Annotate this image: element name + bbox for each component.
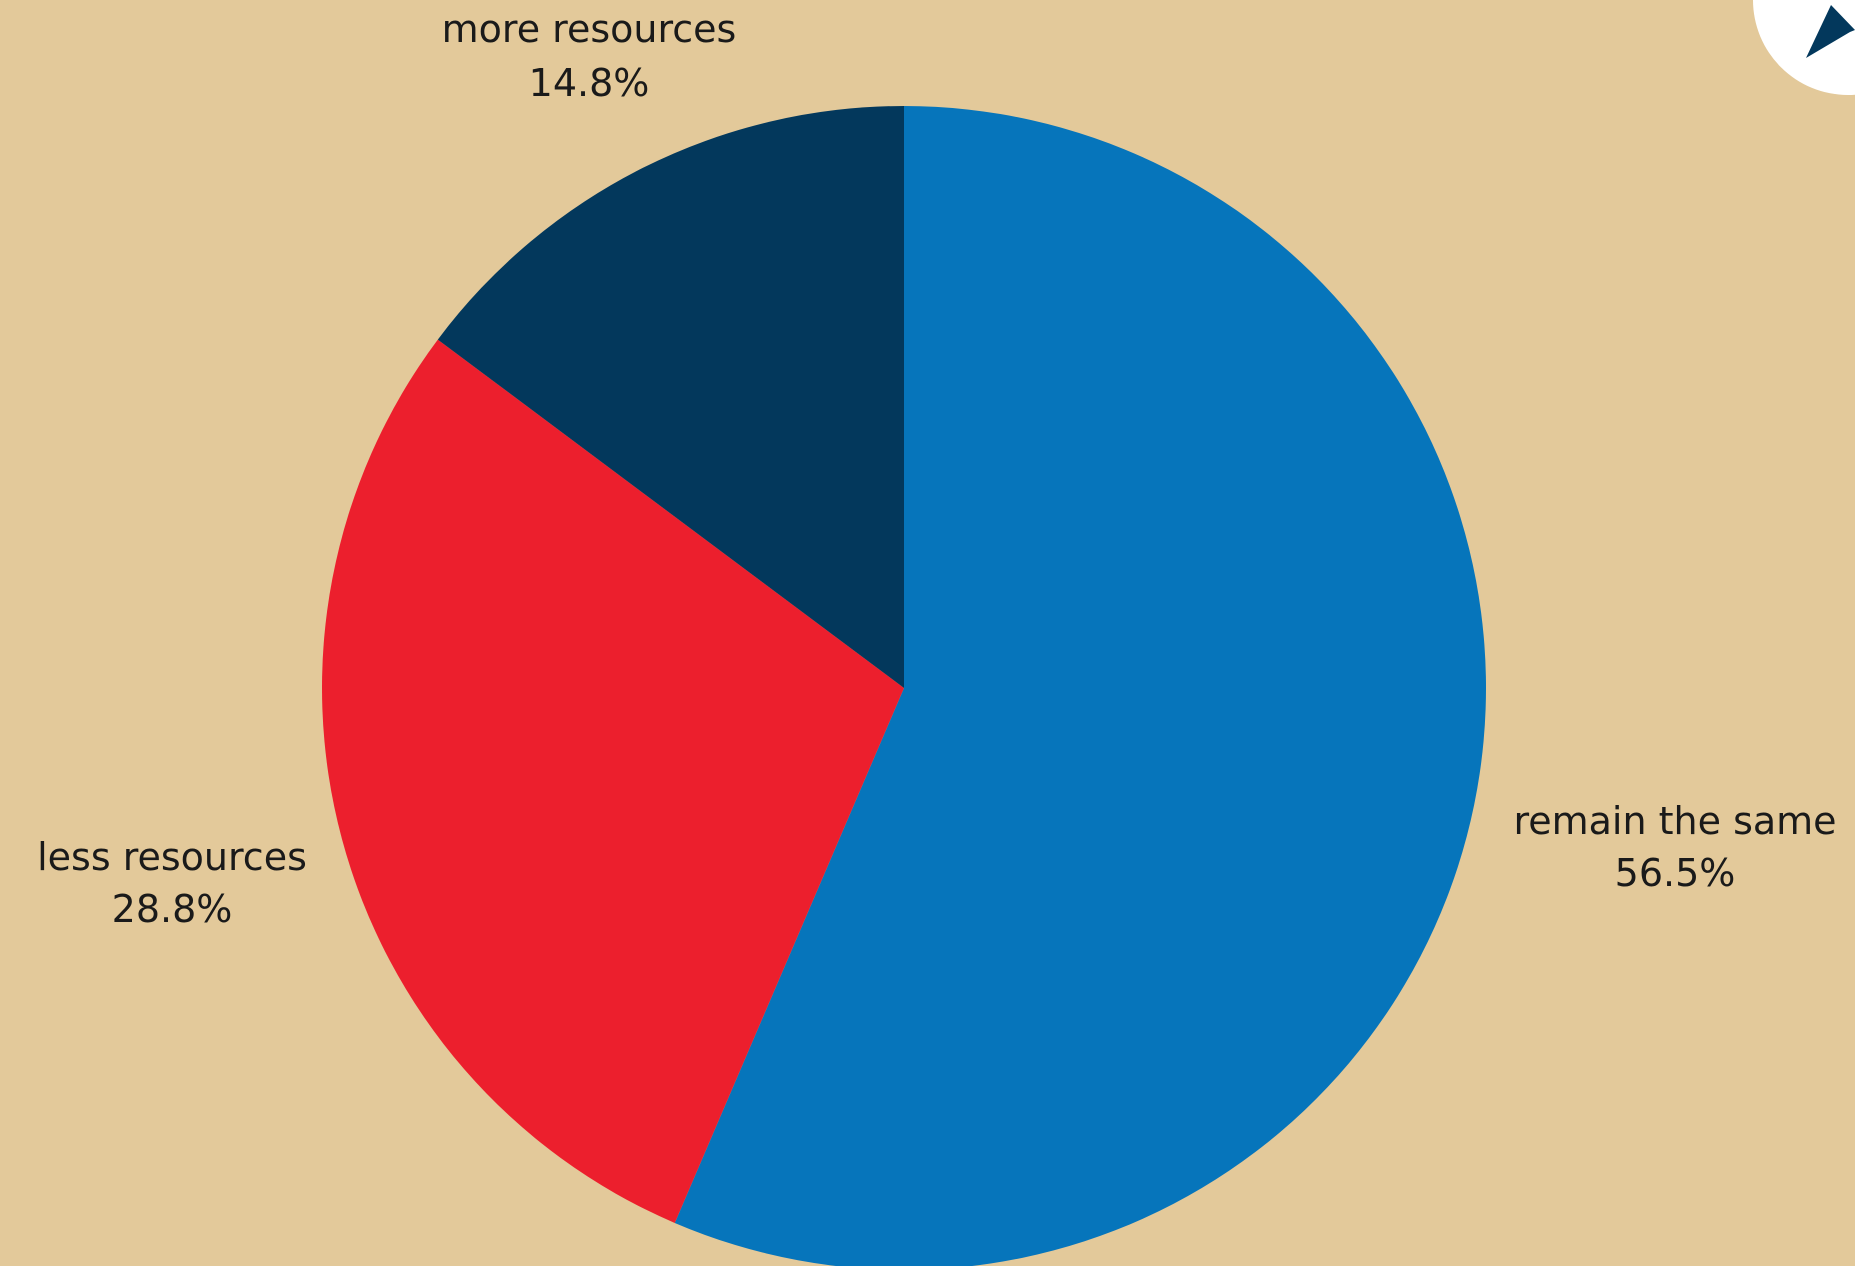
pie-slices: [322, 106, 1486, 1266]
star-badge-icon: [1753, 0, 1855, 95]
pie-slice-remain-the-same: [674, 106, 1486, 1266]
slice-value-label: 56.5%: [1615, 851, 1736, 895]
slice-label: less resources: [37, 835, 307, 879]
slice-value-label: 14.8%: [529, 61, 650, 105]
pie-slice-less-resources: [322, 339, 904, 1223]
slice-label: more resources: [442, 7, 737, 51]
pie-labels: remain the same 56.5% less resources 28.8% m…: [37, 7, 1836, 931]
star-shape: [1806, 5, 1855, 58]
pie-slice-more-resources: [437, 106, 904, 688]
slice-label: remain the same: [1513, 799, 1836, 843]
slice-value-label: 28.8%: [112, 887, 233, 931]
